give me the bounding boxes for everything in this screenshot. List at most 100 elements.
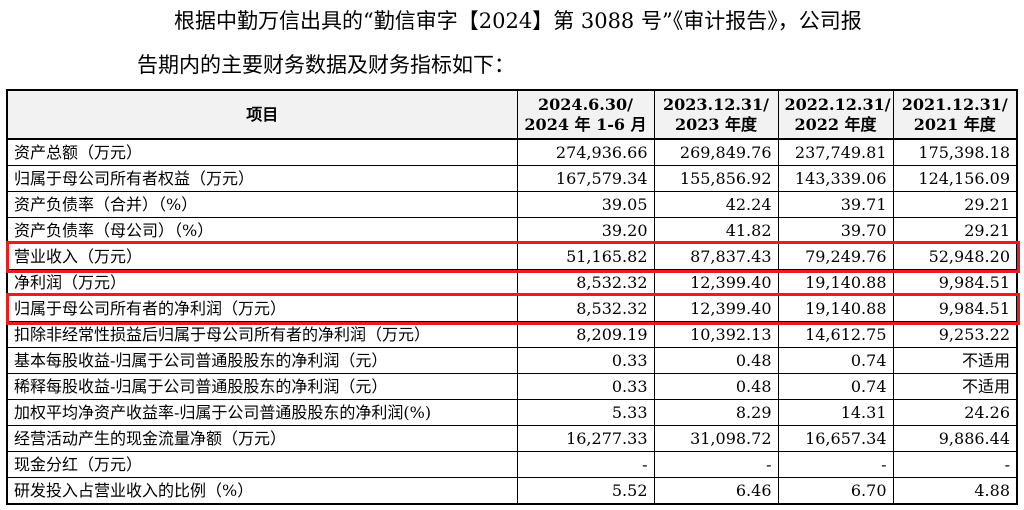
row-value: 19,140.88 xyxy=(777,295,894,322)
row-value: 0.48 xyxy=(653,373,779,400)
header-period-label: 2024 年 1-6 月 xyxy=(524,114,647,134)
row-label: 基本每股收益-归属于公司普通股股东的净利润（元） xyxy=(6,347,518,374)
row-value: 8,209.19 xyxy=(516,321,655,348)
row-value: 29.21 xyxy=(892,217,1018,244)
row-value: 39.05 xyxy=(516,191,655,218)
row-value: 39.71 xyxy=(777,191,894,218)
row-value: 14,612.75 xyxy=(777,321,894,348)
row-value: 16,277.33 xyxy=(516,425,655,452)
row-value: 24.26 xyxy=(892,399,1018,426)
header-period-date: 2021.12.31/ xyxy=(901,94,1008,114)
row-value: 237,749.81 xyxy=(777,138,894,166)
row-value: 31,098.72 xyxy=(653,425,779,452)
row-value: 0.33 xyxy=(516,373,655,400)
row-value: 87,837.43 xyxy=(653,243,779,270)
table-row: 稀释每股收益-归属于公司普通股股东的净利润（元） 0.33 0.48 0.74 不适用 xyxy=(6,373,1018,400)
header-period-label: 2023 年度 xyxy=(674,114,758,134)
row-label: 净利润（万元） xyxy=(6,269,518,296)
row-value: 167,579.34 xyxy=(516,165,655,192)
row-value: - xyxy=(516,451,655,478)
row-label: 现金分红（万元） xyxy=(6,451,518,478)
row-label: 归属于母公司所有者权益（万元） xyxy=(6,165,518,192)
row-value: 0.33 xyxy=(516,347,655,374)
row-value: 9,886.44 xyxy=(892,425,1018,452)
row-value: 4.88 xyxy=(892,477,1018,505)
row-value: 269,849.76 xyxy=(653,138,779,166)
row-value: 29.21 xyxy=(892,191,1018,218)
row-value: 16,657.34 xyxy=(777,425,894,452)
row-value: 155,856.92 xyxy=(653,165,779,192)
table-row: 扣除非经常性损益后归属于母公司所有者的净利润（万元） 8,209.19 10,392… xyxy=(6,321,1018,348)
table-row: 现金分红（万元） - - - - xyxy=(6,451,1018,478)
header-item: 项目 xyxy=(6,89,518,140)
row-value: 9,253.22 xyxy=(892,321,1018,348)
row-value: 9,984.51 xyxy=(892,269,1018,296)
table-row: 经营活动产生的现金流量净额（万元） 16,277.33 31,098.72 16,65… xyxy=(6,425,1018,452)
row-value: 14.31 xyxy=(777,399,894,426)
row-value: 5.52 xyxy=(516,477,655,505)
intro-line-2: 告期内的主要财务数据及财务指标如下： xyxy=(137,53,515,77)
row-value: - xyxy=(777,451,894,478)
row-value: 5.33 xyxy=(516,399,655,426)
row-label: 资产总额（万元） xyxy=(6,138,518,166)
row-value: - xyxy=(653,451,779,478)
row-value: - xyxy=(892,451,1018,478)
row-label: 经营活动产生的现金流量净额（万元） xyxy=(6,425,518,452)
row-value: 0.74 xyxy=(777,347,894,374)
row-label: 扣除非经常性损益后归属于母公司所有者的净利润（万元） xyxy=(6,321,518,348)
row-label: 资产负债率（合并）（%） xyxy=(6,191,518,218)
row-value: 9,984.51 xyxy=(892,295,1018,322)
row-value: 79,249.76 xyxy=(777,243,894,270)
row-value: 12,399.40 xyxy=(653,269,779,296)
row-value: 124,156.09 xyxy=(892,165,1018,192)
financial-data-table: 项目 2024.6.30/ 2024 年 1-6 月 2023.12.31/ 2… xyxy=(6,89,1018,505)
table-row: 资产负债率（合并）（%） 39.05 42.24 39.71 29.21 xyxy=(6,191,1018,218)
row-value: 8,532.32 xyxy=(516,295,655,322)
row-value: 51,165.82 xyxy=(516,243,655,270)
row-value: 6.46 xyxy=(653,477,779,505)
row-value: 175,398.18 xyxy=(892,138,1018,166)
row-value: 52,948.20 xyxy=(892,243,1018,270)
row-value: 12,399.40 xyxy=(653,295,779,322)
row-value: 42.24 xyxy=(653,191,779,218)
table-header-row: 项目 2024.6.30/ 2024 年 1-6 月 2023.12.31/ 2… xyxy=(6,89,1018,140)
row-value: 19,140.88 xyxy=(777,269,894,296)
row-value: 不适用 xyxy=(892,373,1018,400)
header-period: 2022.12.31/ 2022 年度 xyxy=(777,89,894,140)
intro-line-1: 根据中勤万信出具的“勤信审字【2024】第 3088 号”《审计报告》，公司报 xyxy=(174,9,862,33)
header-period-label: 2022 年度 xyxy=(794,114,877,134)
row-label: 加权平均净资产收益率-归属于公司普通股股东的净利润(%) xyxy=(6,399,518,426)
header-period-date: 2023.12.31/ xyxy=(662,94,770,114)
table-row: 加权平均净资产收益率-归属于公司普通股股东的净利润(%) 5.33 8.29 14.3… xyxy=(6,399,1018,426)
row-value: 41.82 xyxy=(653,217,779,244)
row-value: 39.70 xyxy=(777,217,894,244)
header-period-date: 2024.6.30/ xyxy=(538,94,633,114)
header-period: 2024.6.30/ 2024 年 1-6 月 xyxy=(516,89,655,140)
row-label: 资产负债率（母公司）（%） xyxy=(6,217,518,244)
header-period: 2023.12.31/ 2023 年度 xyxy=(653,89,779,140)
header-period-label: 2021 年度 xyxy=(913,114,996,134)
table-row: 资产总额（万元） 274,936.66 269,849.76 237,749.81 17… xyxy=(6,138,1018,166)
table-row: 资产负债率（母公司）（%） 39.20 41.82 39.70 29.21 xyxy=(6,217,1018,244)
row-value: 10,392.13 xyxy=(653,321,779,348)
row-value: 6.70 xyxy=(777,477,894,505)
row-label: 稀释每股收益-归属于公司普通股股东的净利润（元） xyxy=(6,373,518,400)
table-row: 归属于母公司所有者权益（万元） 167,579.34 155,856.92 143,3… xyxy=(6,165,1018,192)
table-row: 营业收入（万元） 51,165.82 87,837.43 79,249.76 52,94… xyxy=(6,243,1018,270)
header-period: 2021.12.31/ 2021 年度 xyxy=(892,89,1018,140)
row-value: 8,532.32 xyxy=(516,269,655,296)
table-row: 基本每股收益-归属于公司普通股股东的净利润（元） 0.33 0.48 0.74 不适用 xyxy=(6,347,1018,374)
row-value: 0.48 xyxy=(653,347,779,374)
header-period-date: 2022.12.31/ xyxy=(784,94,891,114)
row-value: 274,936.66 xyxy=(516,138,655,166)
row-value: 0.74 xyxy=(777,373,894,400)
row-value: 143,339.06 xyxy=(777,165,894,192)
row-label: 营业收入（万元） xyxy=(6,243,518,270)
row-value: 8.29 xyxy=(653,399,779,426)
row-value: 39.20 xyxy=(516,217,655,244)
table-row: 净利润（万元） 8,532.32 12,399.40 19,140.88 9,984.5… xyxy=(6,269,1018,296)
table-row: 研发投入占营业收入的比例（%） 5.52 6.46 6.70 4.88 xyxy=(6,477,1018,505)
row-label: 研发投入占营业收入的比例（%） xyxy=(6,477,518,505)
table-row: 归属于母公司所有者的净利润（万元） 8,532.32 12,399.40 19,140… xyxy=(6,295,1018,322)
row-label: 归属于母公司所有者的净利润（万元） xyxy=(6,295,518,322)
